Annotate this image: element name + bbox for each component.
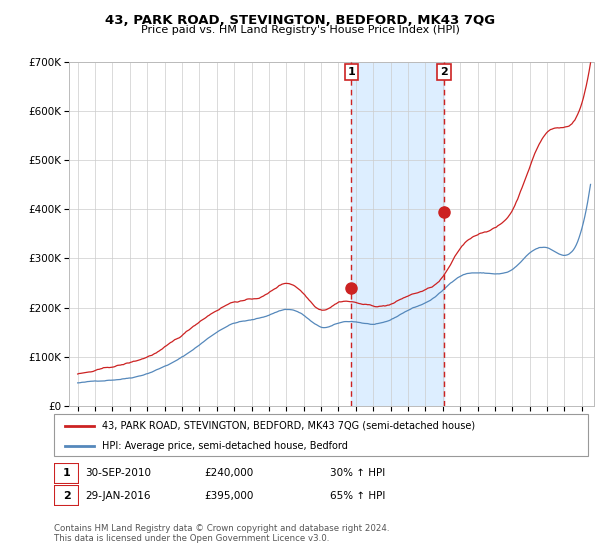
Text: 65% ↑ HPI: 65% ↑ HPI	[330, 491, 385, 501]
Text: 1: 1	[347, 67, 355, 77]
FancyBboxPatch shape	[54, 485, 79, 506]
Text: 30% ↑ HPI: 30% ↑ HPI	[330, 468, 385, 478]
Text: HPI: Average price, semi-detached house, Bedford: HPI: Average price, semi-detached house,…	[102, 441, 348, 451]
Text: Contains HM Land Registry data © Crown copyright and database right 2024.
This d: Contains HM Land Registry data © Crown c…	[54, 524, 389, 543]
Text: £240,000: £240,000	[204, 468, 253, 478]
Text: £395,000: £395,000	[204, 491, 253, 501]
Text: 1: 1	[63, 468, 70, 478]
Text: 29-JAN-2016: 29-JAN-2016	[85, 491, 151, 501]
FancyBboxPatch shape	[54, 414, 588, 456]
Text: 2: 2	[63, 491, 70, 501]
Text: 43, PARK ROAD, STEVINGTON, BEDFORD, MK43 7QG (semi-detached house): 43, PARK ROAD, STEVINGTON, BEDFORD, MK43…	[102, 421, 475, 431]
Text: Price paid vs. HM Land Registry's House Price Index (HPI): Price paid vs. HM Land Registry's House …	[140, 25, 460, 35]
FancyBboxPatch shape	[54, 463, 79, 484]
Text: 43, PARK ROAD, STEVINGTON, BEDFORD, MK43 7QG: 43, PARK ROAD, STEVINGTON, BEDFORD, MK43…	[105, 14, 495, 27]
Text: 30-SEP-2010: 30-SEP-2010	[85, 468, 151, 478]
Bar	[352, 62, 444, 406]
Text: 2: 2	[440, 67, 448, 77]
